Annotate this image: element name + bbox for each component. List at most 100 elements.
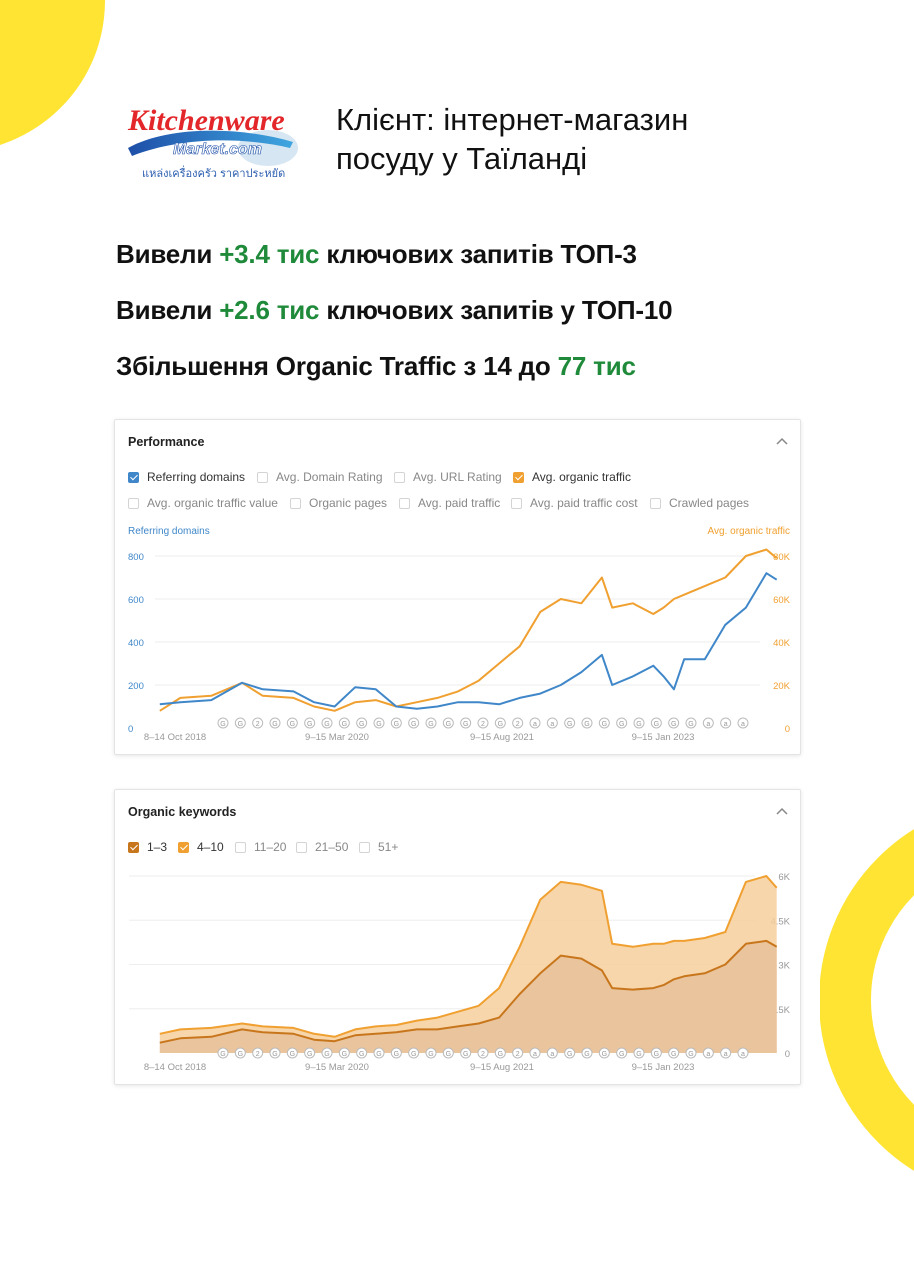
annotation-marker — [269, 717, 281, 729]
right-tick-label: 6K — [778, 872, 790, 883]
annotation-marker-label: G — [307, 1051, 312, 1058]
organic-keywords-chart: 0 1.5K 3K 4.5K 6K G G 2 G G G G G G G G G G G G 2 G 2 a a G G G G G G G… — [129, 872, 791, 1073]
annotation-marker — [581, 717, 593, 729]
annotation-marker — [460, 1047, 472, 1059]
annotation-marker — [425, 717, 437, 729]
annotation-marker-label: G — [290, 1051, 295, 1058]
right-tick-label: 80K — [773, 552, 791, 563]
annotation-marker — [564, 717, 576, 729]
annotation-marker-label: G — [411, 721, 416, 728]
left-tick-label: 600 — [128, 595, 144, 606]
annotation-marker-label: G — [307, 721, 312, 728]
option-avg-paid-traffic[interactable]: Avg. paid traffic — [399, 496, 500, 510]
option-avg-url-rating[interactable]: Avg. URL Rating — [394, 470, 502, 484]
annotation-marker — [650, 717, 662, 729]
annotation-marker — [234, 717, 246, 729]
option-avg-organic-traffic[interactable]: Avg. organic traffic — [513, 470, 631, 484]
option-crawled-pages[interactable]: Crawled pages — [650, 496, 749, 510]
x-tick-label: 9–15 Mar 2020 — [305, 732, 369, 743]
annotation-marker — [252, 717, 264, 729]
annotation-marker — [616, 717, 628, 729]
annotation-marker-label: G — [428, 1051, 433, 1058]
yellow-ring-shape — [820, 829, 914, 1171]
option-avg-domain-rating[interactable]: Avg. Domain Rating — [257, 470, 383, 484]
annotation-marker-label: G — [671, 721, 676, 728]
annotation-marker-label: 2 — [516, 721, 520, 728]
checkbox[interactable] — [394, 471, 405, 483]
organic-keywords-title: Organic keywords — [128, 805, 237, 819]
annotation-marker-label: G — [290, 721, 295, 728]
checkbox[interactable] — [257, 471, 268, 483]
checkbox[interactable] — [511, 497, 522, 509]
annotation-marker-label: 2 — [481, 721, 485, 728]
annotation-marker — [338, 1047, 350, 1059]
annotation-marker — [408, 1047, 420, 1059]
option-organic-pages[interactable]: Organic pages — [290, 496, 387, 510]
option-top-11-20[interactable]: 11–20 — [235, 840, 286, 854]
right-tick-label: 0 — [785, 724, 790, 735]
logo-brand-bottom: Market.com — [173, 141, 262, 158]
annotation-marker — [546, 717, 558, 729]
right-tick-label: 3K — [778, 961, 790, 972]
option-avg-paid-traffic-cost[interactable]: Avg. paid traffic cost — [511, 496, 638, 510]
annotation-marker-label: G — [220, 1051, 225, 1058]
annotation-marker-label: a — [550, 1051, 554, 1058]
annotation-marker — [390, 1047, 402, 1059]
annotation-marker-label: G — [411, 1051, 416, 1058]
client-line-1: Клієнт: інтернет-магазин — [336, 102, 689, 137]
checkbox[interactable] — [399, 497, 410, 509]
chevron-up-icon[interactable] — [776, 804, 788, 818]
option-top-51-plus[interactable]: 51+ — [359, 840, 398, 854]
checkbox[interactable] — [359, 841, 370, 853]
annotation-marker-label: 2 — [256, 721, 260, 728]
annotation-marker — [425, 1047, 437, 1059]
checkbox[interactable] — [235, 841, 246, 853]
annotation-marker-label: G — [376, 721, 381, 728]
option-referring-domains[interactable]: Referring domains — [128, 470, 245, 484]
annotation-marker-label: G — [428, 721, 433, 728]
checkbox[interactable] — [290, 497, 301, 509]
x-tick-label: 8–14 Oct 2018 — [144, 732, 206, 743]
annotation-marker-label: a — [741, 1051, 745, 1058]
checkbox[interactable] — [296, 841, 307, 853]
annotation-marker-label: G — [272, 1051, 277, 1058]
organic-keywords-card: Organic keywords 1–3 4–10 11–20 21–50 51… — [114, 789, 801, 1085]
logo-thai-tagline: แหล่งเครื่องครัว ราคาประหยัด — [142, 165, 285, 180]
annotation-marker-label: G — [272, 721, 277, 728]
checkbox[interactable] — [650, 497, 661, 509]
annotation-marker-label: G — [602, 721, 607, 728]
checkbox[interactable] — [128, 497, 139, 509]
annotation-marker — [581, 1047, 593, 1059]
yellow-corner-shape — [0, 0, 105, 145]
annotation-marker — [338, 717, 350, 729]
checkbox-checked[interactable] — [128, 841, 139, 853]
annotation-marker — [633, 717, 645, 729]
annotation-marker-label: a — [550, 721, 554, 728]
chevron-up-icon[interactable] — [776, 434, 788, 448]
annotation-marker — [737, 717, 749, 729]
annotation-marker — [460, 717, 472, 729]
x-tick-label: 9–15 Jan 2023 — [632, 732, 695, 743]
annotation-marker — [321, 1047, 333, 1059]
annotation-marker-label: a — [741, 721, 745, 728]
checkbox-checked[interactable] — [128, 471, 139, 483]
option-top-1-3[interactable]: 1–3 — [128, 840, 167, 854]
checkbox-checked[interactable] — [513, 471, 524, 483]
annotation-marker — [286, 1047, 298, 1059]
result-item: Збільшення Organic Traffic з 14 до 77 ти… — [116, 351, 636, 381]
annotation-marker-label: G — [463, 1051, 468, 1058]
annotation-marker — [304, 1047, 316, 1059]
left-tick-label: 200 — [128, 681, 144, 692]
annotation-marker — [477, 717, 489, 729]
option-top-4-10[interactable]: 4–10 — [178, 840, 224, 854]
annotation-marker — [685, 717, 697, 729]
performance-title: Performance — [128, 435, 205, 449]
option-avg-organic-traffic-value[interactable]: Avg. organic traffic value — [128, 496, 278, 510]
annotation-marker — [598, 717, 610, 729]
results-list: Вивели +3.4 тис ключових запитів ТОП-3 В… — [116, 238, 673, 406]
client-line-2: посуду у Таїланді — [336, 141, 588, 176]
annotation-marker-label: G — [359, 1051, 364, 1058]
annotation-marker-label: G — [498, 721, 503, 728]
option-top-21-50[interactable]: 21–50 — [296, 840, 348, 854]
checkbox-checked[interactable] — [178, 841, 189, 853]
